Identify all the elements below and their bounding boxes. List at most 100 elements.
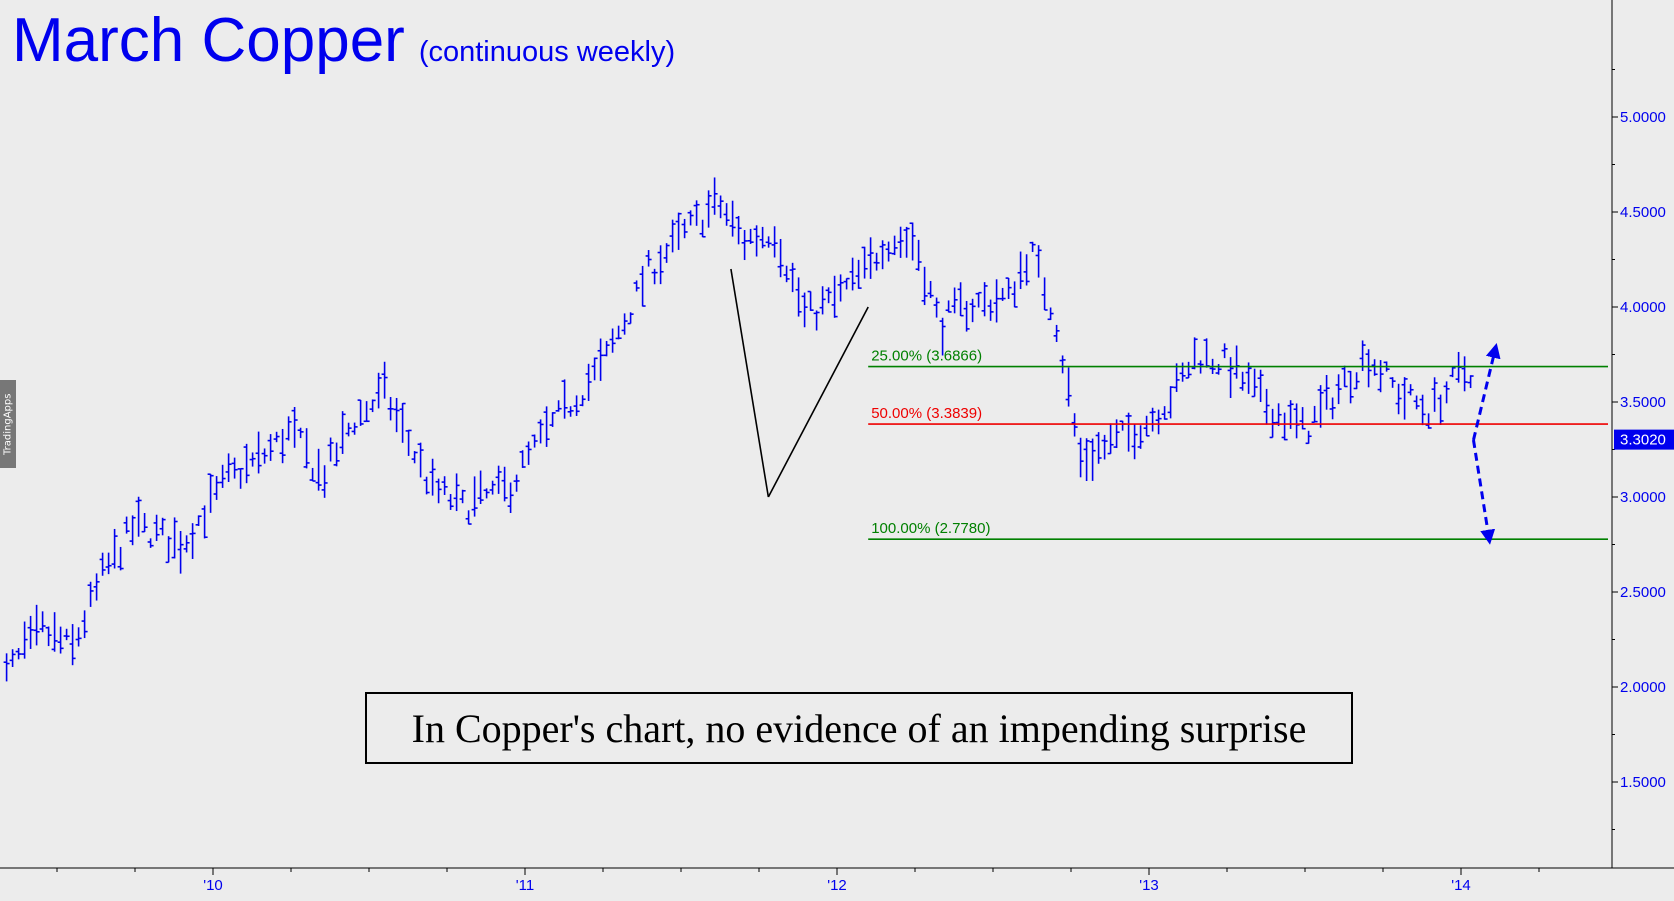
ohlc-bar: [777, 238, 784, 278]
ohlc-bar: [279, 428, 286, 464]
ohlc-bar: [555, 400, 562, 412]
ohlc-bar: [1371, 359, 1378, 376]
ohlc-bar: [669, 219, 676, 253]
ohlc-bar: [549, 412, 556, 427]
ohlc-bar: [651, 268, 658, 285]
ohlc-bar: [1035, 245, 1042, 278]
ohlc-bar: [1065, 367, 1072, 407]
ohlc-bar: [351, 422, 358, 435]
ohlc-bar: [519, 450, 526, 468]
ohlc-bar: [981, 282, 988, 317]
ohlc-bar: [1449, 366, 1456, 378]
ohlc-bar: [663, 243, 670, 263]
ohlc-bar: [723, 203, 730, 226]
ohlc-bar: [1407, 384, 1414, 396]
ohlc-bar: [1389, 377, 1396, 388]
ohlc-bar: [273, 431, 280, 443]
ohlc-bar: [735, 215, 742, 245]
ohlc-bar: [825, 287, 832, 304]
ohlc-bar: [345, 422, 352, 437]
ohlc-bar: [309, 467, 316, 482]
ohlc-bar: [783, 265, 790, 283]
ohlc-bar: [729, 200, 736, 237]
ohlc-bar: [1137, 425, 1144, 449]
ohlc-bar: [1101, 434, 1108, 460]
ohlc-bar: [1263, 388, 1270, 425]
ohlc-bar: [1425, 413, 1432, 429]
ohlc-bar: [339, 411, 346, 454]
ohlc-bar: [765, 236, 772, 248]
ohlc-bar: [1281, 412, 1288, 441]
ohlc-bar: [975, 291, 982, 308]
ohlc-bar: [1377, 360, 1384, 393]
ohlc-bar: [39, 611, 46, 633]
ohlc-bar: [1323, 375, 1330, 410]
ohlc-bar: [405, 429, 412, 456]
ohlc-bar: [903, 226, 910, 258]
tradingapps-tab[interactable]: TradingApps: [0, 380, 16, 468]
ohlc-bar: [3, 653, 10, 682]
ohlc-bar: [543, 406, 550, 447]
ohlc-bar: [1107, 423, 1114, 455]
abc-pattern-leg: [730, 268, 770, 498]
ohlc-bar: [189, 523, 196, 559]
ohlc-bar: [1353, 372, 1360, 390]
ohlc-bar: [231, 457, 238, 479]
ohlc-bar: [1125, 412, 1132, 452]
ohlc-bar: [969, 298, 976, 323]
ohlc-bar: [615, 325, 622, 340]
ohlc-bar: [1461, 356, 1468, 392]
y-tick-label: 2.0000: [1620, 679, 1666, 696]
caption-box: In Copper's chart, no evidence of an imp…: [365, 692, 1353, 764]
ohlc-bar: [357, 399, 364, 426]
ohlc-bar: [1173, 363, 1180, 392]
ohlc-bar: [93, 573, 100, 601]
ohlc-bar: [141, 512, 148, 533]
ohlc-bar: [87, 581, 94, 607]
ohlc-bar: [1059, 355, 1066, 374]
ohlc-bar: [255, 431, 262, 474]
ohlc-bar: [819, 286, 826, 315]
ohlc-bar: [465, 510, 472, 525]
ohlc-bar: [1275, 403, 1282, 427]
ohlc-bar: [885, 241, 892, 262]
ohlc-bar: [579, 395, 586, 407]
ohlc-bar: [837, 274, 844, 302]
y-tick-label: 3.0000: [1620, 489, 1666, 506]
ohlc-bar: [597, 338, 604, 381]
y-tick-label: 4.0000: [1620, 299, 1666, 316]
ohlc-bar: [1437, 394, 1444, 425]
ohlc-bar: [747, 228, 754, 244]
ohlc-bar: [1299, 407, 1306, 430]
ohlc-bar: [1293, 403, 1300, 439]
ohlc-bar: [1401, 377, 1408, 420]
ohlc-bar: [315, 448, 322, 491]
ohlc-bar: [9, 649, 16, 668]
ohlc-bar: [57, 626, 64, 654]
ohlc-bar: [759, 226, 766, 249]
ohlc-bar: [1227, 357, 1234, 399]
ohlc-bar: [621, 313, 628, 335]
ohlc-bar: [849, 257, 856, 291]
ohlc-bar: [861, 246, 868, 279]
ohlc-bar: [1335, 374, 1342, 405]
ohlc-bar: [1185, 361, 1192, 379]
ohlc-bar: [1221, 343, 1228, 359]
ohlc-bar: [237, 467, 244, 489]
ohlc-bar: [813, 310, 820, 331]
ohlc-bar: [705, 190, 712, 228]
ohlc-bar: [525, 441, 532, 465]
x-tick-label: '12: [827, 877, 847, 894]
ohlc-bar: [123, 516, 130, 534]
ohlc-bar: [1419, 394, 1426, 426]
ohlc-bar: [1413, 395, 1420, 410]
ohlc-bar: [789, 262, 796, 293]
ohlc-bar: [327, 437, 334, 462]
ohlc-bar: [171, 517, 178, 559]
ohlc-bar: [183, 535, 190, 553]
ohlc-bar: [1239, 371, 1246, 391]
ohlc-bar: [393, 397, 400, 433]
last-price-box: [1614, 429, 1674, 450]
ohlc-bar: [75, 627, 82, 647]
ohlc-bar: [891, 235, 898, 256]
